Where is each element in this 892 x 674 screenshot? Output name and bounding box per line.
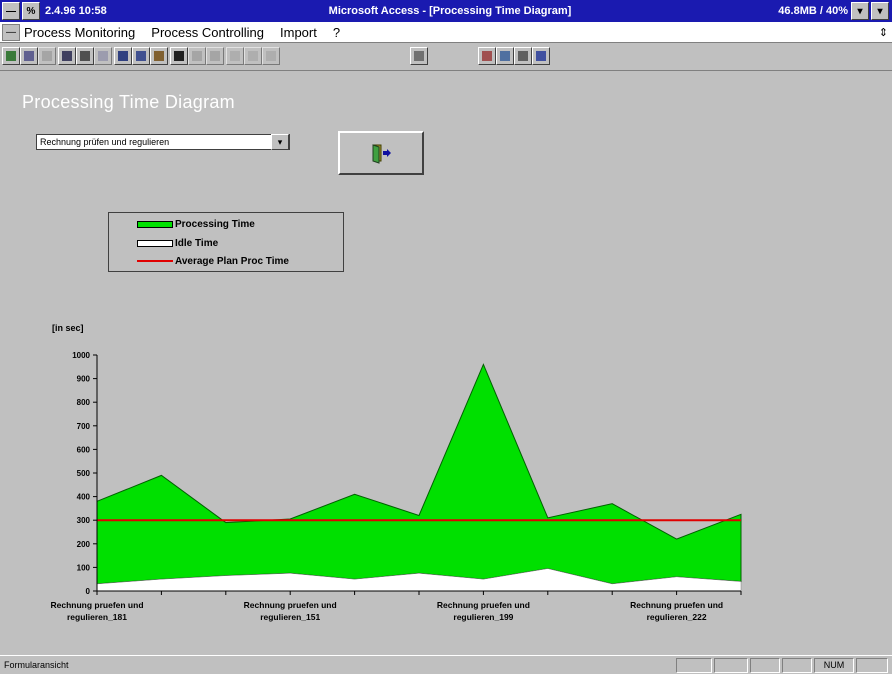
paste-icon[interactable] bbox=[150, 47, 168, 65]
print-preview-icon[interactable] bbox=[94, 47, 112, 65]
cue-cards-icon[interactable] bbox=[514, 47, 532, 65]
find-icon[interactable] bbox=[170, 47, 188, 65]
maximize-button[interactable]: ▾ bbox=[871, 2, 889, 20]
menu-help[interactable]: ? bbox=[332, 24, 341, 40]
legend-label-average: Average Plan Proc Time bbox=[175, 255, 289, 267]
y-tick-label-0: 0 bbox=[86, 587, 91, 596]
x-label-1-line2: regulieren_151 bbox=[260, 612, 320, 622]
apply-filter-icon[interactable] bbox=[244, 47, 262, 65]
memory-status: 46.8MB / 40% bbox=[778, 5, 848, 17]
status-num: NUM bbox=[814, 658, 854, 673]
status-text: Formularansicht bbox=[4, 660, 69, 670]
show-all-icon[interactable] bbox=[262, 47, 280, 65]
chevron-down-icon[interactable]: ▾ bbox=[271, 134, 289, 150]
cut-icon[interactable] bbox=[114, 47, 132, 65]
x-label-1-line1: Rechnung pruefen und bbox=[244, 600, 337, 610]
legend-swatch-processing bbox=[137, 220, 173, 228]
y-tick-label-800: 800 bbox=[77, 398, 91, 407]
datasheet-view-icon[interactable] bbox=[38, 47, 56, 65]
status-cell-1 bbox=[676, 658, 712, 673]
legend-item-average: Average Plan Proc Time bbox=[137, 254, 289, 268]
title-bar: — % 2.4.96 10:58 Microsoft Access - [Pro… bbox=[0, 0, 892, 22]
y-tick-label-100: 100 bbox=[77, 563, 91, 572]
y-tick-label-900: 900 bbox=[77, 375, 91, 384]
new-object-icon[interactable] bbox=[496, 47, 514, 65]
restore-document-icon[interactable]: ⇕ bbox=[878, 26, 888, 39]
minimize-button[interactable]: ▾ bbox=[851, 2, 869, 20]
y-axis-label: [in sec] bbox=[52, 323, 84, 333]
y-tick-label-600: 600 bbox=[77, 445, 91, 454]
status-cell-6 bbox=[856, 658, 888, 673]
save-icon[interactable] bbox=[58, 47, 76, 65]
menu-process-controlling[interactable]: Process Controlling bbox=[151, 24, 264, 40]
exit-button[interactable] bbox=[338, 131, 424, 175]
series-idle-time bbox=[96, 568, 742, 592]
sort-descending-icon[interactable] bbox=[206, 47, 224, 65]
y-tick-label-1000: 1000 bbox=[72, 351, 90, 360]
help-icon[interactable] bbox=[532, 47, 550, 65]
x-label-2-line2: regulieren_199 bbox=[453, 612, 513, 622]
form-title: Processing Time Diagram bbox=[22, 92, 235, 112]
toolbar bbox=[0, 43, 892, 71]
menu-bar: — Process Monitoring Process Controlling… bbox=[0, 22, 892, 43]
y-tick-label-400: 400 bbox=[77, 493, 91, 502]
process-select-value: Rechnung prüfen und regulieren bbox=[40, 137, 170, 147]
processing-time-chart: [in sec] 0 100 200 300 400 500 600 700 800 900 1000… bbox=[50, 323, 742, 622]
date-time: 2.4.96 10:58 bbox=[45, 5, 107, 17]
sort-ascending-icon[interactable] bbox=[188, 47, 206, 65]
x-label-3-line2: regulieren_222 bbox=[647, 612, 707, 622]
exit-door-icon bbox=[372, 144, 391, 164]
legend-swatch-idle bbox=[137, 239, 173, 247]
window-title: Microsoft Access - [Processing Time Diag… bbox=[328, 5, 572, 17]
x-label-0-line2: regulieren_181 bbox=[67, 612, 127, 622]
form-view-icon[interactable] bbox=[20, 47, 38, 65]
build-icon[interactable] bbox=[478, 47, 496, 65]
legend-label-processing: Processing Time bbox=[175, 218, 255, 230]
database-window-icon[interactable] bbox=[410, 47, 428, 65]
print-icon[interactable] bbox=[76, 47, 94, 65]
system-menu-button[interactable]: — bbox=[2, 2, 20, 20]
status-cell-4 bbox=[782, 658, 812, 673]
process-select[interactable]: Rechnung prüfen und regulieren ▾ bbox=[36, 134, 290, 150]
legend-line-average bbox=[137, 260, 173, 262]
status-cell-2 bbox=[714, 658, 748, 673]
series-processing-time bbox=[96, 363, 742, 585]
status-cell-3 bbox=[750, 658, 780, 673]
legend-item-idle: Idle Time bbox=[137, 236, 218, 250]
legend-label-idle: Idle Time bbox=[175, 237, 219, 249]
copy-icon[interactable] bbox=[132, 47, 150, 65]
menu-process-monitoring[interactable]: Process Monitoring bbox=[24, 24, 136, 40]
x-label-0-line1: Rechnung pruefen und bbox=[50, 600, 143, 610]
legend-item-processing: Processing Time bbox=[137, 217, 255, 231]
y-tick-label-500: 500 bbox=[77, 469, 91, 478]
chart-legend: Processing Time Idle Time Average Plan P… bbox=[108, 212, 344, 272]
clock-icon[interactable]: % bbox=[22, 2, 40, 20]
status-bar: Formularansicht NUM bbox=[0, 655, 892, 674]
design-view-icon[interactable] bbox=[2, 47, 20, 65]
x-label-2-line1: Rechnung pruefen und bbox=[437, 600, 530, 610]
y-tick-label-200: 200 bbox=[77, 540, 91, 549]
y-tick-label-700: 700 bbox=[77, 422, 91, 431]
filter-icon[interactable] bbox=[226, 47, 244, 65]
x-label-3-line1: Rechnung pruefen und bbox=[630, 600, 723, 610]
y-tick-label-300: 300 bbox=[77, 516, 91, 525]
menu-import[interactable]: Import bbox=[280, 24, 317, 40]
document-system-menu[interactable]: — bbox=[2, 23, 20, 41]
